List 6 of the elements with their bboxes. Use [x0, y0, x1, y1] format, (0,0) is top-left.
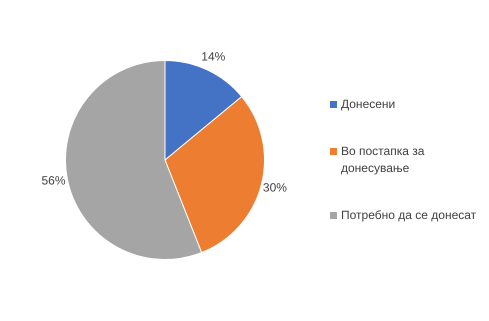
legend-label: Во постапка за донесување [341, 143, 426, 177]
legend-label: Донесени [341, 96, 396, 113]
data-label: 30% [262, 180, 288, 195]
data-label: 56% [41, 174, 66, 188]
legend-label: Потребно да се донесат [341, 207, 478, 224]
data-label: 14% [201, 50, 226, 64]
